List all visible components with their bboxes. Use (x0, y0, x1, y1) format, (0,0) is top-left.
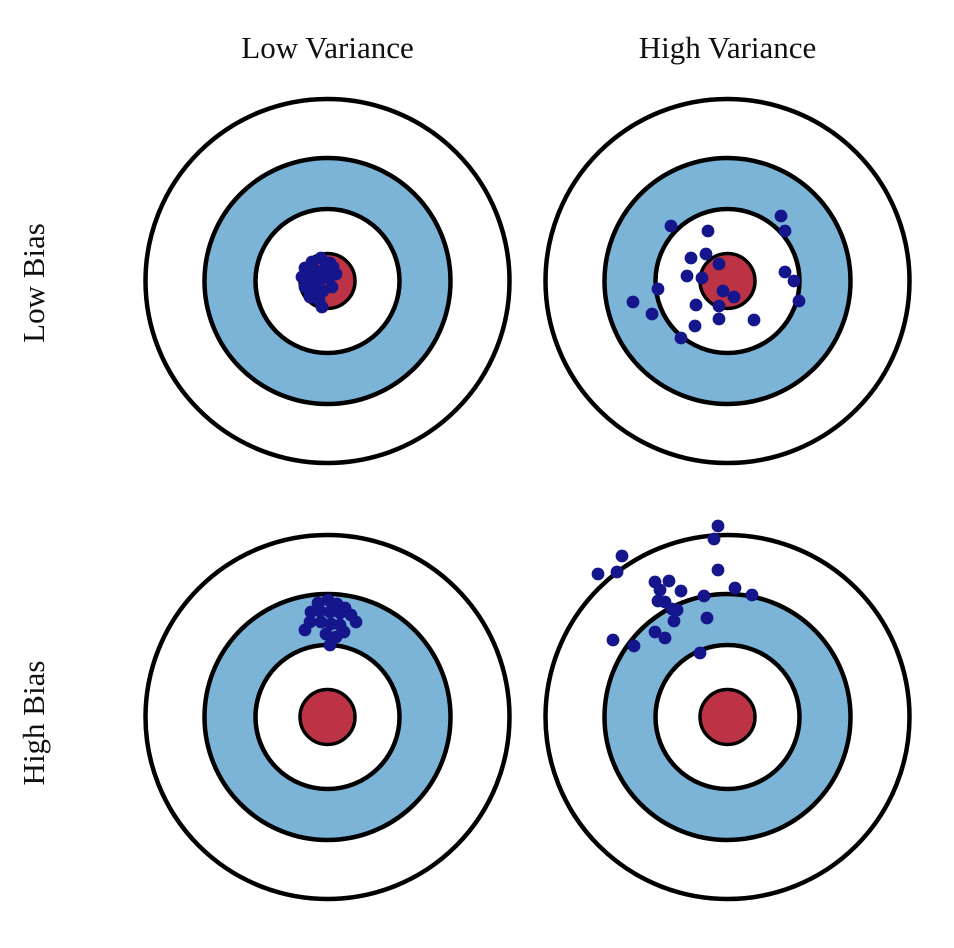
prediction-dot (674, 331, 688, 345)
prediction-dot (695, 271, 709, 285)
prediction-dot (745, 588, 759, 602)
prediction-dot (778, 265, 792, 279)
prediction-dot (787, 274, 801, 288)
prediction-dot (653, 583, 667, 597)
prediction-dot (680, 269, 694, 283)
prediction-dot (615, 549, 629, 563)
prediction-dot (319, 627, 333, 641)
prediction-dot (689, 298, 703, 312)
prediction-dot (664, 219, 678, 233)
prediction-dot (658, 631, 672, 645)
prediction-dot (651, 282, 665, 296)
prediction-dot (323, 638, 337, 652)
prediction-dot (662, 574, 676, 588)
prediction-dot (701, 224, 715, 238)
prediction-dot (626, 295, 640, 309)
prediction-dot (711, 519, 725, 533)
row-label-high-bias: High Bias (16, 661, 51, 786)
prediction-dot (606, 633, 620, 647)
prediction-dot (333, 606, 347, 620)
prediction-dot (699, 247, 713, 261)
bullseye (698, 251, 757, 311)
prediction-dot (778, 224, 792, 238)
prediction-dot (693, 646, 707, 660)
prediction-dot (313, 604, 327, 618)
prediction-dot (774, 209, 788, 223)
prediction-dot (792, 294, 806, 308)
prediction-dot (325, 280, 339, 294)
prediction-dot (337, 625, 351, 639)
prediction-dot (712, 299, 726, 313)
prediction-dot (314, 615, 328, 629)
target-low-bias-high-variance (543, 96, 912, 466)
prediction-dot (700, 611, 714, 625)
prediction-dot (298, 623, 312, 637)
target-low-bias-low-variance (143, 96, 512, 466)
prediction-dot (747, 313, 761, 327)
prediction-dot (610, 565, 624, 579)
prediction-dot (323, 605, 337, 619)
bullseye (698, 687, 757, 747)
prediction-dot (711, 563, 725, 577)
prediction-dot (728, 581, 742, 595)
targets-grid (143, 96, 912, 902)
prediction-dot (697, 589, 711, 603)
prediction-dot (684, 251, 698, 265)
prediction-dot (674, 584, 688, 598)
prediction-dot (688, 319, 702, 333)
target-high-bias-low-variance (143, 532, 512, 902)
prediction-dot (712, 312, 726, 326)
prediction-dot (627, 639, 641, 653)
prediction-dot (591, 567, 605, 581)
prediction-dot (315, 300, 329, 314)
row-label-low-bias: Low Bias (16, 223, 51, 343)
prediction-dot (670, 603, 684, 617)
prediction-dot (349, 615, 363, 629)
prediction-dot (645, 307, 659, 321)
prediction-dot (648, 625, 662, 639)
prediction-dot (716, 284, 730, 298)
prediction-dot (712, 257, 726, 271)
column-title-high-variance: High Variance (639, 30, 817, 65)
prediction-dot (667, 614, 681, 628)
prediction-dot (727, 290, 741, 304)
prediction-dot (707, 532, 721, 546)
prediction-dot (329, 267, 343, 281)
column-title-low-variance: Low Variance (241, 30, 413, 65)
bullseye (298, 687, 357, 747)
target-high-bias-high-variance (543, 519, 912, 902)
